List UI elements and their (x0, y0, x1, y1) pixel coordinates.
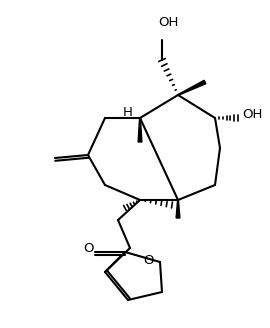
Text: O: O (143, 255, 153, 268)
Text: O: O (83, 241, 93, 255)
Text: OH: OH (158, 15, 178, 29)
Text: H: H (123, 106, 133, 118)
Polygon shape (176, 200, 180, 218)
Polygon shape (178, 80, 206, 95)
Text: OH: OH (242, 109, 262, 121)
Polygon shape (138, 118, 142, 142)
